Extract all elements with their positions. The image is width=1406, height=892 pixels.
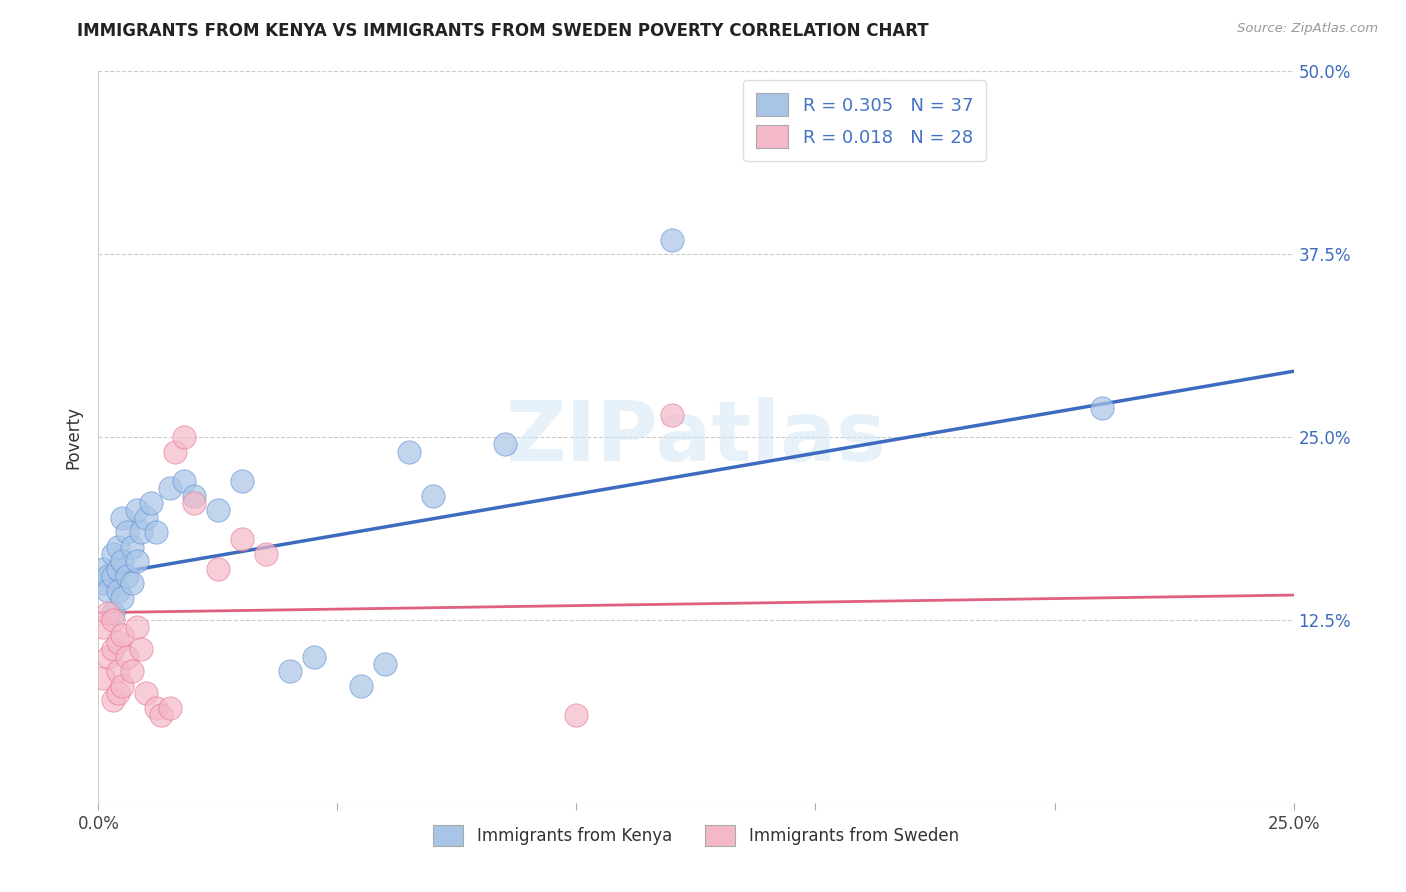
Point [173, 474, 195, 488]
Point [97, 649, 120, 664]
Point [107, 664, 129, 678]
Legend: Immigrants from Kenya, Immigrants from Sweden: Immigrants from Kenya, Immigrants from S… [426, 818, 966, 853]
Point [101, 547, 124, 561]
Point [350, 679, 373, 693]
Point [278, 664, 301, 678]
Point [101, 606, 124, 620]
Point [159, 700, 181, 714]
Point [115, 525, 138, 540]
Point [302, 649, 325, 664]
Point [183, 489, 205, 503]
Point [145, 525, 167, 540]
Point [107, 562, 129, 576]
Point [107, 583, 129, 598]
Text: IMMIGRANTS FROM KENYA VS IMMIGRANTS FROM SWEDEN POVERTY CORRELATION CHART: IMMIGRANTS FROM KENYA VS IMMIGRANTS FROM… [77, 22, 929, 40]
Text: ZIPatlas: ZIPatlas [506, 397, 886, 477]
Point [91, 672, 114, 686]
Point [163, 444, 186, 458]
Point [661, 233, 683, 247]
Point [131, 642, 153, 657]
Point [149, 708, 172, 723]
Point [231, 474, 253, 488]
Point [125, 503, 148, 517]
Point [131, 525, 153, 540]
Point [121, 664, 143, 678]
Point [125, 620, 148, 634]
Point [125, 554, 148, 568]
Point [121, 540, 143, 554]
Point [159, 481, 181, 495]
Point [661, 408, 683, 422]
Point [101, 642, 124, 657]
Point [115, 569, 138, 583]
Text: Source: ZipAtlas.com: Source: ZipAtlas.com [1237, 22, 1378, 36]
Point [135, 510, 157, 524]
Point [111, 591, 134, 605]
Y-axis label: Poverty: Poverty [65, 406, 83, 468]
Point [231, 533, 253, 547]
Point [422, 489, 444, 503]
Point [398, 444, 420, 458]
Point [97, 569, 120, 583]
Point [111, 554, 134, 568]
Point [91, 562, 114, 576]
Point [374, 657, 396, 671]
Point [107, 635, 129, 649]
Point [207, 562, 229, 576]
Point [101, 613, 124, 627]
Point [111, 627, 134, 641]
Point [115, 649, 138, 664]
Point [145, 700, 167, 714]
Point [97, 583, 120, 598]
Point [121, 576, 143, 591]
Point [91, 620, 114, 634]
Point [101, 569, 124, 583]
Point [107, 686, 129, 700]
Point [139, 496, 162, 510]
Point [173, 430, 195, 444]
Point [494, 437, 516, 451]
Point [135, 686, 157, 700]
Point [111, 510, 134, 524]
Point [97, 606, 120, 620]
Point [565, 708, 588, 723]
Point [111, 679, 134, 693]
Point [207, 503, 229, 517]
Point [1091, 401, 1114, 415]
Point [107, 540, 129, 554]
Point [254, 547, 277, 561]
Point [91, 576, 114, 591]
Point [101, 693, 124, 707]
Point [183, 496, 205, 510]
